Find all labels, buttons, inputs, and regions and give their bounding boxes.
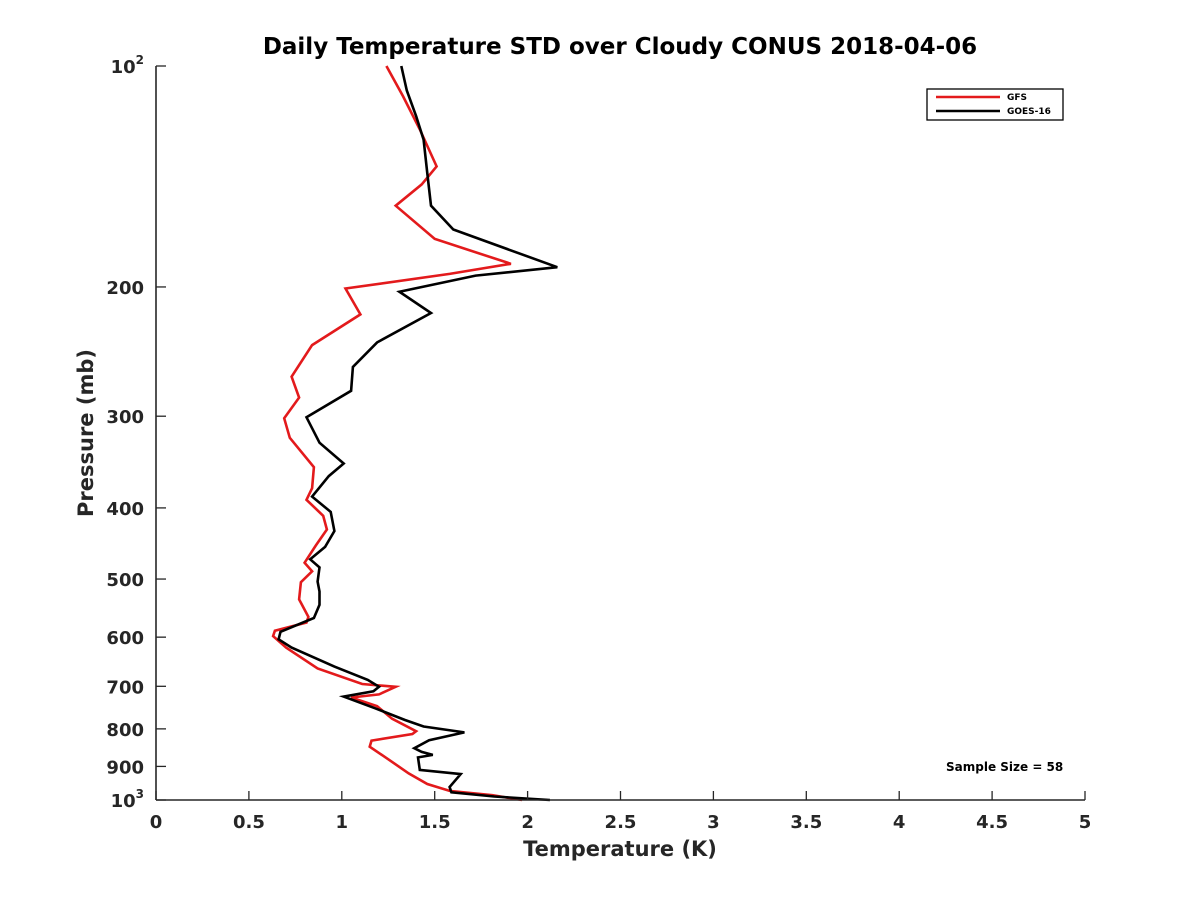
y-tick-label: 500 [106, 570, 144, 591]
y-tick-label: 103 [111, 787, 144, 812]
series-line-gfs [271, 65, 523, 802]
legend-box [926, 88, 1064, 121]
series-line-goes-16 [277, 65, 558, 802]
x-tick-label: 2 [521, 812, 534, 833]
y-tick-label: 400 [106, 499, 144, 520]
x-tick-label: 0.5 [233, 812, 265, 833]
legend: GFS GOES-16 [926, 88, 1064, 121]
y-tick-label: 600 [106, 628, 144, 649]
x-axis-ticks: 0 0.5 1 1.5 2 2.5 3 3.5 4 4.5 5 [150, 791, 1092, 833]
plot-area: 0 0.5 1 1.5 2 2.5 3 3.5 4 4.5 5 102 200 300 400 500 600… [106, 53, 1091, 833]
x-tick-label: 3 [707, 812, 720, 833]
x-tick-label: 1 [336, 812, 349, 833]
series-layer [271, 65, 558, 802]
y-axis-ticks: 102 200 300 400 500 600 700 800 900 103 [106, 53, 166, 812]
legend-label-gfs: GFS [1007, 93, 1027, 103]
x-tick-label: 3.5 [790, 812, 822, 833]
x-tick-label: 0 [150, 812, 163, 833]
y-tick-label: 900 [106, 757, 144, 778]
y-tick-label: 800 [106, 720, 144, 741]
y-axis-label: Pressure (mb) [74, 349, 98, 517]
x-tick-label: 4 [893, 812, 906, 833]
chart-title: Daily Temperature STD over Cloudy CONUS … [263, 34, 977, 60]
y-tick-label: 300 [106, 407, 144, 428]
x-tick-label: 1.5 [419, 812, 451, 833]
x-tick-label: 4.5 [976, 812, 1008, 833]
x-axis-label: Temperature (K) [523, 837, 717, 861]
y-tick-label: 102 [111, 53, 144, 78]
y-tick-label: 700 [106, 677, 144, 698]
legend-label-goes16: GOES-16 [1007, 107, 1051, 117]
x-tick-label: 5 [1079, 812, 1092, 833]
y-tick-label: 200 [106, 278, 144, 299]
sample-size-annotation: Sample Size = 58 [946, 760, 1063, 774]
x-tick-label: 2.5 [605, 812, 637, 833]
